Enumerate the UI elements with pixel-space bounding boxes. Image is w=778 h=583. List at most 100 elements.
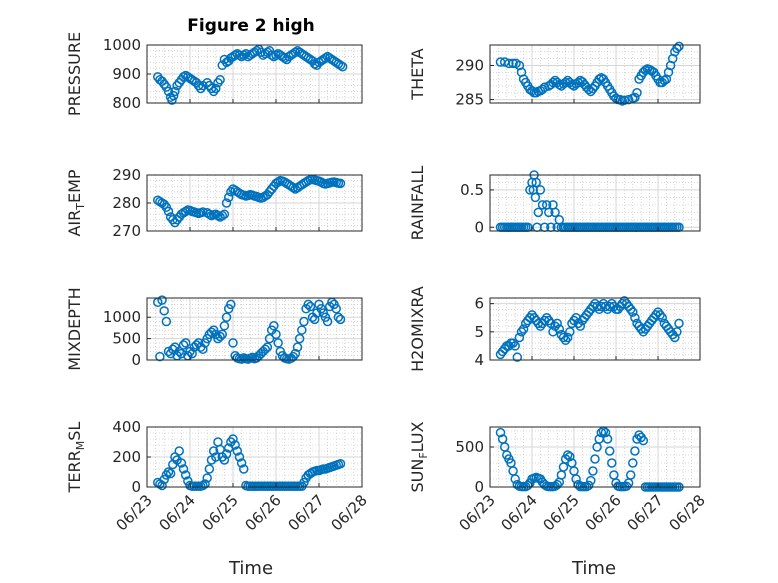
y-tick-label: 290 (455, 56, 484, 74)
data-point (221, 449, 232, 459)
data-point (204, 209, 215, 219)
data-point (537, 200, 548, 210)
data-point (294, 333, 305, 344)
data-point (638, 435, 649, 446)
data-point (165, 468, 176, 479)
data-point (575, 321, 586, 331)
data-point (550, 207, 560, 218)
data-point (198, 207, 208, 217)
data-point (230, 440, 240, 450)
data-point (239, 50, 249, 60)
y-tick-label: 285 (455, 91, 484, 109)
data-point (157, 295, 167, 305)
data-point (625, 304, 636, 315)
y-axis-label: AIRTEMP (65, 169, 87, 236)
data-point (219, 455, 230, 465)
data-point (226, 187, 236, 197)
data-point (586, 475, 596, 486)
data-point (200, 479, 210, 489)
y-axis-label: MIXDEPTH (65, 287, 84, 370)
data-point (217, 329, 227, 340)
data-point (508, 58, 518, 69)
y-tick-label: 0.5 (460, 181, 484, 199)
data-point (297, 325, 307, 335)
data-point (251, 46, 262, 56)
data-point (544, 315, 554, 326)
data-point (305, 301, 316, 312)
y-tick-label: 290 (112, 166, 141, 184)
data-point (571, 474, 581, 484)
data-point (335, 60, 346, 71)
x-tick-label: 06/26 (582, 491, 625, 534)
data-point (180, 338, 191, 348)
data-point (516, 327, 527, 337)
data-point (630, 312, 640, 323)
data-point (176, 348, 187, 359)
panel-terr-msl: 0 200 400 TERRMSL 06/23 06/24 06/25 06/26 06/27 0… (65, 418, 371, 534)
axes-box (489, 44, 701, 104)
data-point (309, 314, 320, 325)
y-axis-label: TERRMSL (65, 422, 87, 494)
data-point (619, 95, 630, 106)
data-point (176, 458, 187, 468)
axes-box (146, 297, 363, 361)
y-tick-label: 270 (112, 222, 141, 240)
data-point (320, 53, 331, 63)
data-point (174, 446, 184, 456)
data-point (602, 434, 613, 444)
data-point (548, 77, 558, 88)
data-point (530, 192, 541, 203)
data-point (187, 348, 197, 359)
data-point (514, 332, 525, 343)
data-point (273, 338, 283, 348)
data-point (596, 427, 607, 438)
data-point (228, 338, 238, 348)
panel-pressure: 800 900 1000 PRESSURE (65, 32, 363, 116)
x-tick-label: 06/24 (156, 491, 199, 534)
data-point (628, 458, 638, 468)
data-point (202, 473, 212, 483)
data-point (630, 92, 640, 103)
data-point (303, 299, 313, 310)
data-point (640, 65, 651, 75)
data-point (533, 207, 544, 218)
data-point (544, 207, 554, 218)
axes-box (489, 297, 701, 361)
panel-rainfall: 0 0.5 RAINFALL (408, 166, 701, 240)
data-point (630, 446, 640, 456)
data-point (271, 329, 281, 340)
data-point (170, 86, 180, 97)
data-point (236, 458, 247, 468)
data-point (178, 340, 189, 350)
x-tick-label: 06/27 (285, 491, 328, 534)
data-point (271, 50, 281, 60)
y-tick-label: 280 (112, 194, 141, 212)
data-point (260, 344, 270, 355)
data-point (178, 464, 189, 474)
x-tick-label: 06/25 (540, 491, 583, 534)
data-point (211, 452, 221, 462)
panel-h2omixra: 4 5 6 H2OMIXRA (408, 286, 701, 372)
y-tick-label: 0 (131, 351, 141, 369)
panel-air-temp: 270 280 290 AIRTEMP (65, 166, 363, 240)
data-point (163, 467, 174, 477)
data-point (657, 312, 667, 323)
y-tick-label: 6 (474, 295, 484, 313)
plot-area (489, 426, 701, 488)
x-tick-label: 06/28 (328, 491, 371, 534)
data-point (213, 210, 223, 221)
data-point (674, 41, 684, 52)
data-point (273, 177, 283, 187)
data-point (155, 351, 165, 362)
data-point (234, 50, 245, 60)
data-point (337, 62, 348, 72)
y-tick-label: 1000 (103, 308, 141, 326)
y-tick-label: 400 (112, 418, 141, 436)
data-point (331, 303, 341, 314)
data-point (335, 178, 346, 189)
data-point (161, 316, 172, 327)
data-point (560, 335, 571, 346)
data-point (600, 427, 611, 438)
panel-mixdepth: 0 500 1000 MIXDEPTH (65, 287, 363, 371)
y-tick-label: 0 (131, 478, 141, 496)
